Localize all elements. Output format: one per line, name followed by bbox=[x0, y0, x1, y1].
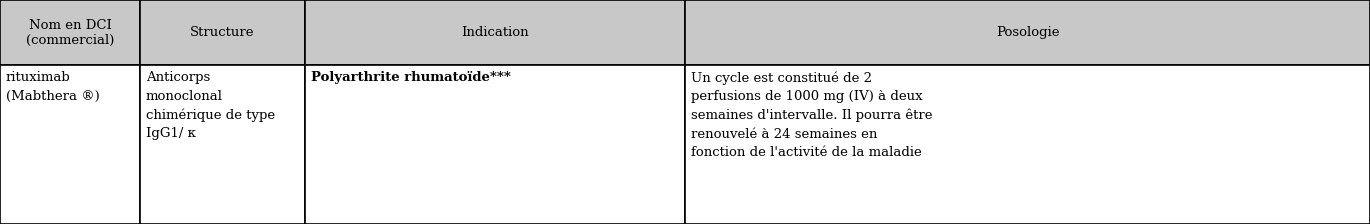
Bar bbox=[306, 65, 685, 224]
Text: Indication: Indication bbox=[462, 26, 529, 39]
Text: Posologie: Posologie bbox=[996, 26, 1059, 39]
Bar bbox=[0, 65, 140, 224]
Bar bbox=[306, 0, 685, 65]
Bar bbox=[140, 0, 306, 65]
Text: Un cycle est constitué de 2
perfusions de 1000 mg (IV) à deux
semaines d'interva: Un cycle est constitué de 2 perfusions d… bbox=[690, 71, 933, 159]
Text: rituximab
(Mabthera ®): rituximab (Mabthera ®) bbox=[5, 71, 100, 103]
Text: Polyarthrite rhumatoïde***: Polyarthrite rhumatoïde*** bbox=[311, 71, 511, 84]
Text: Anticorps
monoclonal
chimérique de type
IgG1/ κ: Anticorps monoclonal chimérique de type … bbox=[147, 71, 275, 140]
Bar bbox=[0, 0, 140, 65]
Bar bbox=[685, 0, 1370, 65]
Text: Nom en DCI
(commercial): Nom en DCI (commercial) bbox=[26, 19, 114, 47]
Text: Structure: Structure bbox=[190, 26, 255, 39]
Bar bbox=[685, 65, 1370, 224]
Bar bbox=[140, 65, 306, 224]
